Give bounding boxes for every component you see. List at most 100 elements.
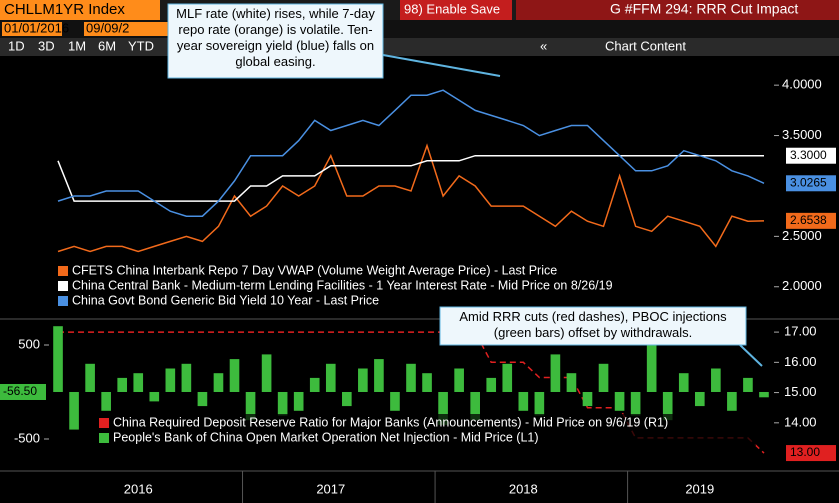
- period-button[interactable]: YTD: [128, 38, 154, 53]
- bar: [662, 391, 673, 421]
- y2-tick-label: 15.00: [784, 384, 817, 399]
- bar: [470, 391, 480, 421]
- bar: [277, 391, 288, 416]
- bar: [133, 373, 144, 392]
- bar: [69, 391, 79, 430]
- bar: [213, 373, 224, 392]
- legend-swatch: [99, 418, 109, 428]
- y-tick-label: -500: [14, 430, 40, 445]
- chart-content-button[interactable]: Chart Content: [605, 38, 686, 53]
- bar: [358, 368, 368, 392]
- legend-bg: [96, 414, 756, 446]
- y-tick-label: 2.0000: [782, 278, 822, 293]
- start-date: 01/01/2016: [4, 20, 69, 35]
- bar: [422, 373, 432, 392]
- last-value-box: [0, 383, 46, 400]
- y2-tick-label: 16.00: [784, 354, 817, 369]
- y-tick-label: 4.0000: [782, 77, 822, 92]
- bar: [582, 391, 593, 407]
- series-line: [57, 89, 765, 217]
- period-button[interactable]: 1M: [68, 38, 86, 53]
- period-button[interactable]: 1D: [8, 38, 25, 53]
- annotation-2: Amid RRR cuts (red dashes), PBOC injecti…: [439, 306, 763, 367]
- bar: [149, 391, 160, 402]
- ticker-box[interactable]: [0, 0, 160, 20]
- bar: [165, 368, 176, 392]
- series-line: [58, 331, 765, 454]
- page-title: G #FFM 294: RRR Cut Impact: [610, 1, 798, 17]
- bar: [406, 363, 416, 392]
- legend-entry: People's Bank of China Open Market Opera…: [113, 430, 539, 444]
- bar: [694, 391, 705, 407]
- bar: [502, 363, 513, 392]
- bar: [261, 354, 272, 392]
- legend-entry: China Required Deposit Reserve Ratio for…: [113, 415, 668, 429]
- annotation-box: [167, 3, 384, 79]
- bar: [438, 391, 448, 425]
- legend-swatch: [99, 433, 109, 443]
- bar: [293, 391, 304, 411]
- arrow: [382, 54, 501, 77]
- arrow: [739, 344, 763, 367]
- plot-area: 2.0000 2.5000 3.5000 4.0000 2.6538 3.3000 3.02…: [0, 77, 836, 503]
- bar: [117, 377, 128, 392]
- x-tick-label: 2016: [124, 481, 153, 496]
- annotation-box: [439, 306, 747, 346]
- annotation-text: Amid RRR cuts (red dashes), PBOC injecti…: [459, 309, 727, 340]
- period-button[interactable]: 3D: [38, 38, 55, 53]
- legend-entry: CFETS China Interbank Repo 7 Day VWAP (V…: [72, 263, 557, 277]
- bar: [245, 391, 256, 421]
- title-bar: [516, 0, 839, 20]
- y2-tick-label: 17.00: [784, 324, 817, 339]
- bar: [374, 359, 384, 392]
- last-value-label: 13.00: [790, 445, 820, 459]
- bar: [678, 373, 689, 392]
- last-value-box: [786, 212, 836, 229]
- last-value-label: -56.50: [3, 384, 37, 398]
- legend-swatch: [58, 281, 68, 291]
- enable-save: 98) Enable Save: [404, 1, 500, 16]
- bar: [309, 377, 320, 392]
- last-value-box: [786, 445, 836, 462]
- bar: [727, 391, 737, 411]
- period-button[interactable]: 6M: [98, 38, 116, 53]
- bar: [342, 391, 352, 407]
- toolbar: CHLLM1YR Index 98) Enable Save G #FFM 29…: [0, 0, 839, 56]
- legend-swatch: [58, 296, 68, 306]
- bar: [614, 391, 625, 411]
- collapse-button[interactable]: «: [540, 38, 547, 53]
- end-date-field[interactable]: [84, 22, 170, 36]
- bar: [534, 391, 545, 416]
- series-line: [57, 154, 764, 202]
- ticker: CHLLM1YR Index: [4, 1, 125, 18]
- x-tick-label: 2017: [316, 481, 345, 496]
- bar: [85, 363, 95, 392]
- bar: [743, 377, 753, 392]
- bar: [518, 391, 529, 411]
- bar: [550, 354, 561, 392]
- series-line: [57, 143, 765, 253]
- x-tick-label: 2018: [509, 481, 538, 496]
- start-date-field[interactable]: [2, 22, 62, 36]
- last-value-label: 3.0265: [790, 175, 827, 189]
- x-tick-label: 2019: [685, 481, 714, 496]
- y-tick-label: 2.5000: [782, 228, 822, 243]
- bar: [646, 316, 657, 392]
- last-value-label: 3.3000: [790, 148, 827, 162]
- bar: [759, 391, 769, 398]
- bar: [711, 368, 721, 392]
- legend-swatch: [58, 266, 68, 276]
- bar: [390, 391, 400, 411]
- bar: [53, 326, 63, 392]
- bar: [197, 391, 208, 407]
- bar: [598, 363, 609, 392]
- last-value-box: [786, 147, 836, 164]
- bar: [454, 368, 464, 392]
- legend-bg: [55, 262, 715, 310]
- bar: [229, 359, 240, 392]
- end-date: 09/09/2: [86, 20, 129, 35]
- y-tick-label: 3.5000: [782, 127, 822, 142]
- annotation-1: MLF rate (white) rises, while 7-day repo…: [167, 3, 501, 79]
- enable-save-button[interactable]: [400, 0, 512, 20]
